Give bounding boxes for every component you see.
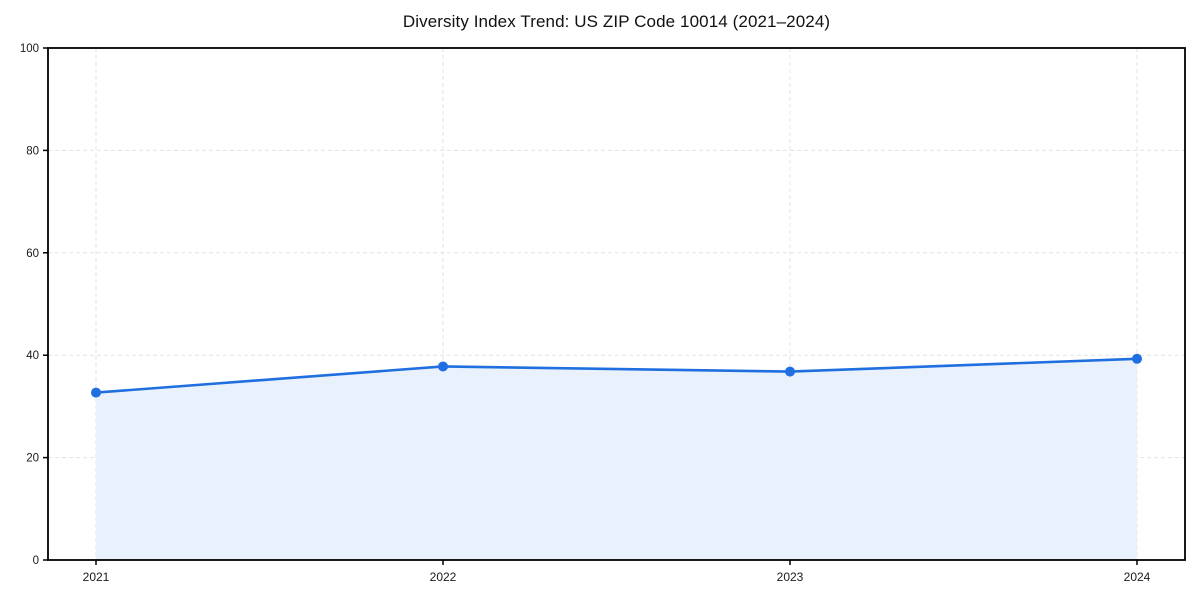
x-axis-tick-label: 2023	[777, 570, 804, 584]
y-axis-tick-label: 80	[26, 145, 39, 157]
x-axis-tick-label: 2024	[1124, 570, 1151, 584]
trend-line	[94, 357, 1139, 394]
data-point-marker	[91, 387, 101, 398]
chart-title: Diversity Index Trend: US ZIP Code 10014…	[402, 12, 831, 31]
data-point-marker	[438, 361, 448, 372]
y-axis-tick-label: 0	[33, 555, 39, 567]
y-axis-tick-label: 20	[26, 453, 39, 465]
area-fill	[96, 358, 1137, 560]
x-axis-tick-label: 2022	[430, 570, 457, 584]
plot-border	[47, 47, 1186, 561]
y-axis-tick-label: 40	[26, 350, 39, 362]
y-axis-tick-label: 60	[26, 248, 39, 260]
x-axis-tick-label: 2021	[83, 570, 110, 584]
data-point-marker	[1132, 353, 1142, 364]
y-axis-tick-label: 100	[20, 43, 39, 55]
data-point-marker	[785, 366, 795, 377]
